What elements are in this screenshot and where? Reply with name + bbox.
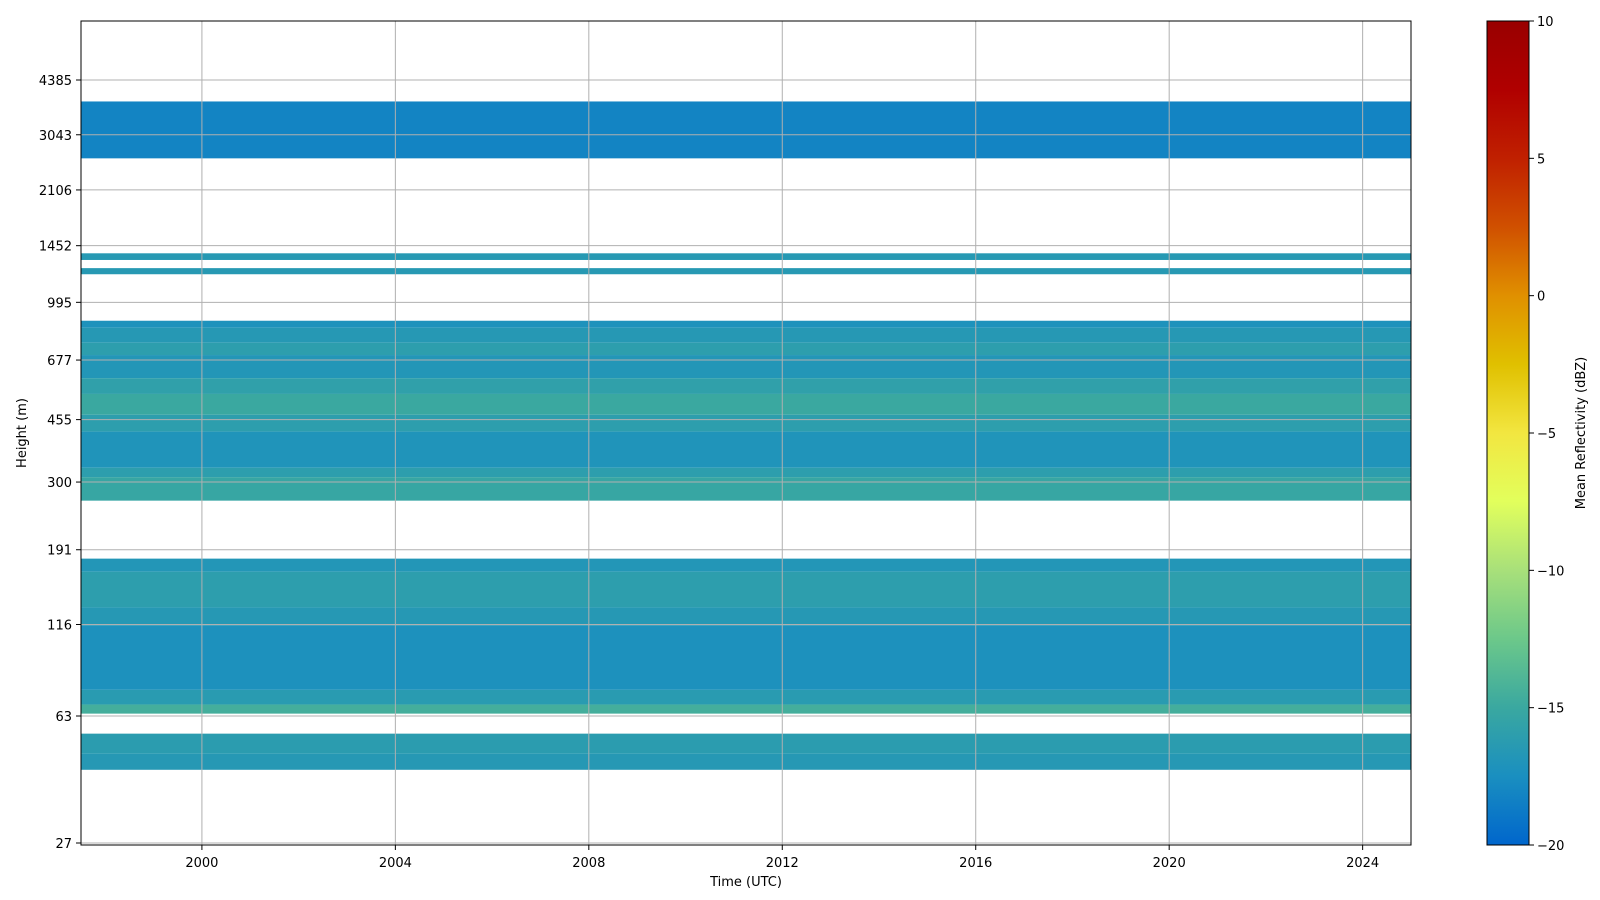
heatmap-band — [81, 327, 1411, 343]
colorbar-gradient — [1486, 20, 1530, 846]
y-tick-label: 63 — [55, 710, 72, 725]
x-tick-label: 2000 — [185, 856, 218, 871]
y-axis: 27 63 116 191 300 455 677 995 1452 2106 3043 4385 — [39, 74, 81, 852]
x-tick-label: 2012 — [766, 856, 799, 871]
heatmap-band — [81, 753, 1411, 770]
x-axis: 2000 2004 2008 2012 2016 2020 2024 — [185, 845, 1379, 871]
heatmap-band — [81, 320, 1411, 328]
x-tick-label: 2020 — [1153, 856, 1186, 871]
heatmap-band — [81, 378, 1411, 394]
y-tick-label: 455 — [47, 414, 72, 429]
y-tick-label: 116 — [47, 618, 72, 633]
x-tick-label: 2004 — [379, 856, 412, 871]
heatmap-band — [81, 558, 1411, 572]
x-tick-label: 2024 — [1346, 856, 1379, 871]
colorbar-tick-label: −15 — [1537, 702, 1564, 717]
y-tick-label: 300 — [47, 476, 72, 491]
heatmap-bands — [81, 101, 1411, 770]
heatmap-band — [81, 625, 1411, 690]
heatmap-band — [81, 393, 1411, 415]
heatmap-band — [81, 733, 1411, 754]
y-tick-label: 4385 — [39, 74, 72, 89]
heatmap-band — [81, 607, 1411, 626]
plot-frame — [80, 20, 1412, 846]
colorbar-ticks: 10 5 0 −5 −10 −15 −20 — [1529, 15, 1564, 854]
heatmap-band — [81, 268, 1411, 275]
colorbar-label: Mean Reflectivity (dBZ) — [1574, 357, 1589, 510]
colorbar: 10 5 0 −5 −10 −15 −20 Mean Reflectivity (dBZ) — [1486, 15, 1589, 854]
y-tick-label: 191 — [47, 544, 72, 559]
y-tick-label: 3043 — [39, 129, 72, 144]
heatmap-band — [81, 571, 1411, 608]
y-tick-label: 2106 — [39, 184, 72, 199]
colorbar-tick-label: −20 — [1537, 839, 1564, 854]
grid-lines — [81, 21, 1411, 845]
heatmap-band — [81, 355, 1411, 379]
heatmap-band — [81, 477, 1411, 501]
heatmap-band — [81, 101, 1411, 159]
heatmap-band — [81, 342, 1411, 356]
y-tick-label: 27 — [55, 837, 72, 852]
y-axis-label: Height (m) — [15, 398, 30, 468]
y-tick-label: 1452 — [39, 240, 72, 255]
colorbar-tick-label: 10 — [1537, 15, 1554, 30]
colorbar-tick-label: −10 — [1537, 564, 1564, 579]
x-axis-label: Time (UTC) — [709, 875, 782, 890]
heatmap-band — [81, 253, 1411, 260]
heatmap-band — [81, 467, 1411, 478]
y-tick-label: 995 — [47, 296, 72, 311]
heatmap-band — [81, 431, 1411, 468]
x-tick-label: 2016 — [959, 856, 992, 871]
colorbar-tick-label: 0 — [1537, 290, 1545, 305]
heatmap-band — [81, 414, 1411, 432]
colorbar-tick-label: 5 — [1537, 152, 1545, 167]
y-tick-label: 677 — [47, 354, 72, 369]
colorbar-tick-label: −5 — [1537, 427, 1556, 442]
x-tick-label: 2008 — [572, 856, 605, 871]
heatmap-band — [81, 689, 1411, 705]
heatmap-band — [81, 704, 1411, 714]
